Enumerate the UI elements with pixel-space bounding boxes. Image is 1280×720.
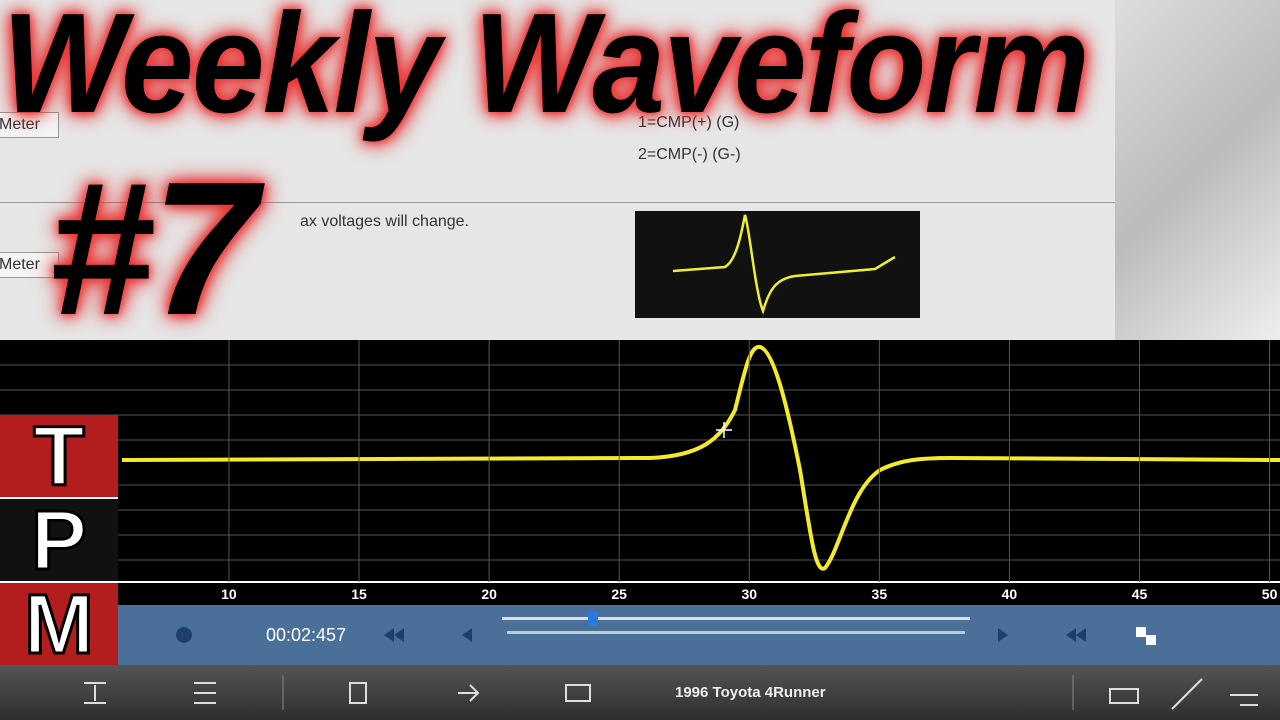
pin-line: 1=CMP(+) (G): [638, 114, 740, 131]
toolbar: 1996 Toyota 4Runner: [0, 665, 1280, 720]
x-tick-label: 30: [741, 586, 757, 602]
divider: [0, 202, 1115, 203]
playback-time: 00:02:457: [266, 625, 347, 645]
vehicle-name: 1996 Toyota 4Runner: [675, 684, 826, 701]
x-tick-label: 10: [221, 586, 237, 602]
episode-number: #7: [48, 143, 257, 355]
x-tick-label: 40: [1002, 586, 1018, 602]
logo-letter: T: [0, 407, 118, 504]
waveform-screen: 10 15 20 25 30 35 40 45 50: [0, 340, 1280, 605]
logo: T P M: [0, 407, 118, 672]
meter-button[interactable]: Meter: [0, 112, 59, 138]
logo-letter: M: [0, 575, 118, 672]
note: ax voltages will change.: [300, 213, 469, 230]
x-tick-label: 25: [611, 586, 627, 602]
pin-line: 2=CMP(-) (G-): [638, 146, 741, 163]
logo-letter: P: [0, 491, 118, 588]
product-image: [1115, 0, 1280, 340]
meter-button[interactable]: Meter: [0, 252, 59, 278]
reference-waveform: [635, 211, 920, 318]
player-bar: 00:02:457: [0, 605, 1280, 665]
x-tick-label: 20: [481, 586, 497, 602]
x-tick-label: 45: [1132, 586, 1148, 602]
x-tick-label: 15: [351, 586, 367, 602]
x-tick-label: 35: [872, 586, 888, 602]
video-title: Weekly Waveform: [2, 0, 1090, 143]
waveform-trace: [121, 345, 1280, 571]
x-tick-label: 50: [1262, 586, 1278, 602]
